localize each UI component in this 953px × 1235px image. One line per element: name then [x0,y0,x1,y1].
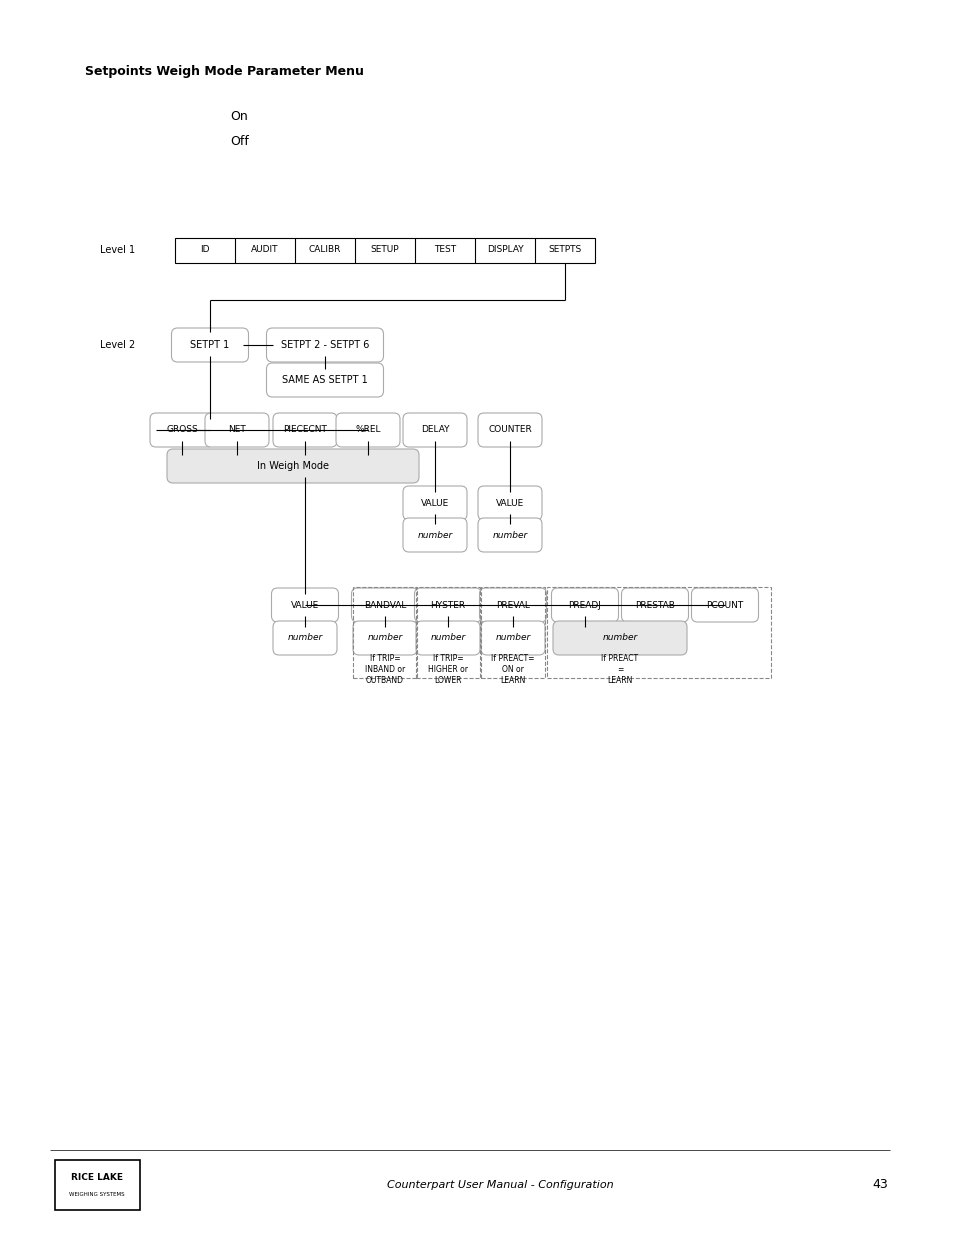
Text: VALUE: VALUE [291,600,319,610]
FancyBboxPatch shape [477,517,541,552]
Text: Level 2: Level 2 [100,340,135,350]
FancyBboxPatch shape [272,588,338,622]
FancyBboxPatch shape [167,450,418,483]
Text: If PREACT
=
LEARN: If PREACT = LEARN [600,655,638,685]
FancyBboxPatch shape [416,621,479,655]
FancyBboxPatch shape [480,621,544,655]
Text: VALUE: VALUE [420,499,449,508]
Text: VALUE: VALUE [496,499,523,508]
Text: If PREACT=
ON or
LEARN: If PREACT= ON or LEARN [491,655,535,685]
Text: WEIGHING SYSTEMS: WEIGHING SYSTEMS [70,1193,125,1198]
FancyBboxPatch shape [402,517,467,552]
Bar [546,587,770,678]
Text: SAME AS SETPT 1: SAME AS SETPT 1 [282,375,368,385]
Text: TEST: TEST [434,246,456,254]
Text: HYSTER: HYSTER [430,600,465,610]
Text: number: number [367,634,402,642]
Text: PREADJ: PREADJ [568,600,600,610]
FancyBboxPatch shape [479,588,546,622]
Text: PIECECNT: PIECECNT [283,426,327,435]
Text: ID: ID [200,246,210,254]
FancyBboxPatch shape [477,412,541,447]
FancyBboxPatch shape [402,412,467,447]
Text: SETPT 2 - SETPT 6: SETPT 2 - SETPT 6 [280,340,369,350]
Text: BANDVAL: BANDVAL [363,600,406,610]
Bar [55,1160,140,1210]
Bar [416,587,479,678]
Text: If TRIP=
HIGHER or
LOWER: If TRIP= HIGHER or LOWER [428,655,468,685]
Text: PREVAL: PREVAL [496,600,529,610]
Text: GROSS: GROSS [166,426,197,435]
Text: PCOUNT: PCOUNT [705,600,742,610]
Text: Setpoints Weigh Mode Parameter Menu: Setpoints Weigh Mode Parameter Menu [85,65,363,78]
Text: number: number [495,634,530,642]
FancyBboxPatch shape [351,588,418,622]
Text: Level 1: Level 1 [100,245,135,254]
Text: SETUP: SETUP [371,246,399,254]
FancyBboxPatch shape [205,412,269,447]
Bar [353,587,416,678]
FancyBboxPatch shape [553,621,686,655]
FancyBboxPatch shape [273,621,336,655]
Text: SETPT 1: SETPT 1 [191,340,230,350]
Text: number: number [287,634,322,642]
FancyBboxPatch shape [266,363,383,396]
FancyBboxPatch shape [353,621,416,655]
FancyBboxPatch shape [477,487,541,520]
FancyBboxPatch shape [691,588,758,622]
Text: %REL: %REL [355,426,380,435]
FancyBboxPatch shape [335,412,399,447]
Text: PRESTAB: PRESTAB [635,600,674,610]
Text: Off: Off [230,135,249,148]
Text: Counterpart User Manual - Configuration: Counterpart User Manual - Configuration [386,1179,613,1191]
FancyBboxPatch shape [172,329,248,362]
Text: SETPTS: SETPTS [548,246,581,254]
FancyBboxPatch shape [551,588,618,622]
Bar [174,237,595,263]
Text: NET: NET [228,426,246,435]
Text: 43: 43 [871,1178,887,1192]
FancyBboxPatch shape [266,329,383,362]
Text: number: number [430,634,465,642]
Text: AUDIT: AUDIT [251,246,278,254]
Bar [480,587,544,678]
FancyBboxPatch shape [402,487,467,520]
FancyBboxPatch shape [273,412,336,447]
FancyBboxPatch shape [620,588,688,622]
Text: number: number [492,531,527,540]
Text: number: number [601,634,637,642]
Text: CALIBR: CALIBR [309,246,341,254]
Text: DELAY: DELAY [420,426,449,435]
Text: DISPLAY: DISPLAY [486,246,523,254]
Text: On: On [230,110,248,124]
FancyBboxPatch shape [414,588,481,622]
Text: number: number [416,531,452,540]
Text: COUNTER: COUNTER [488,426,532,435]
Text: RICE LAKE: RICE LAKE [71,1173,123,1182]
Text: If TRIP=
INBAND or
OUTBAND: If TRIP= INBAND or OUTBAND [364,655,405,685]
FancyBboxPatch shape [150,412,213,447]
Text: In Weigh Mode: In Weigh Mode [256,461,329,471]
